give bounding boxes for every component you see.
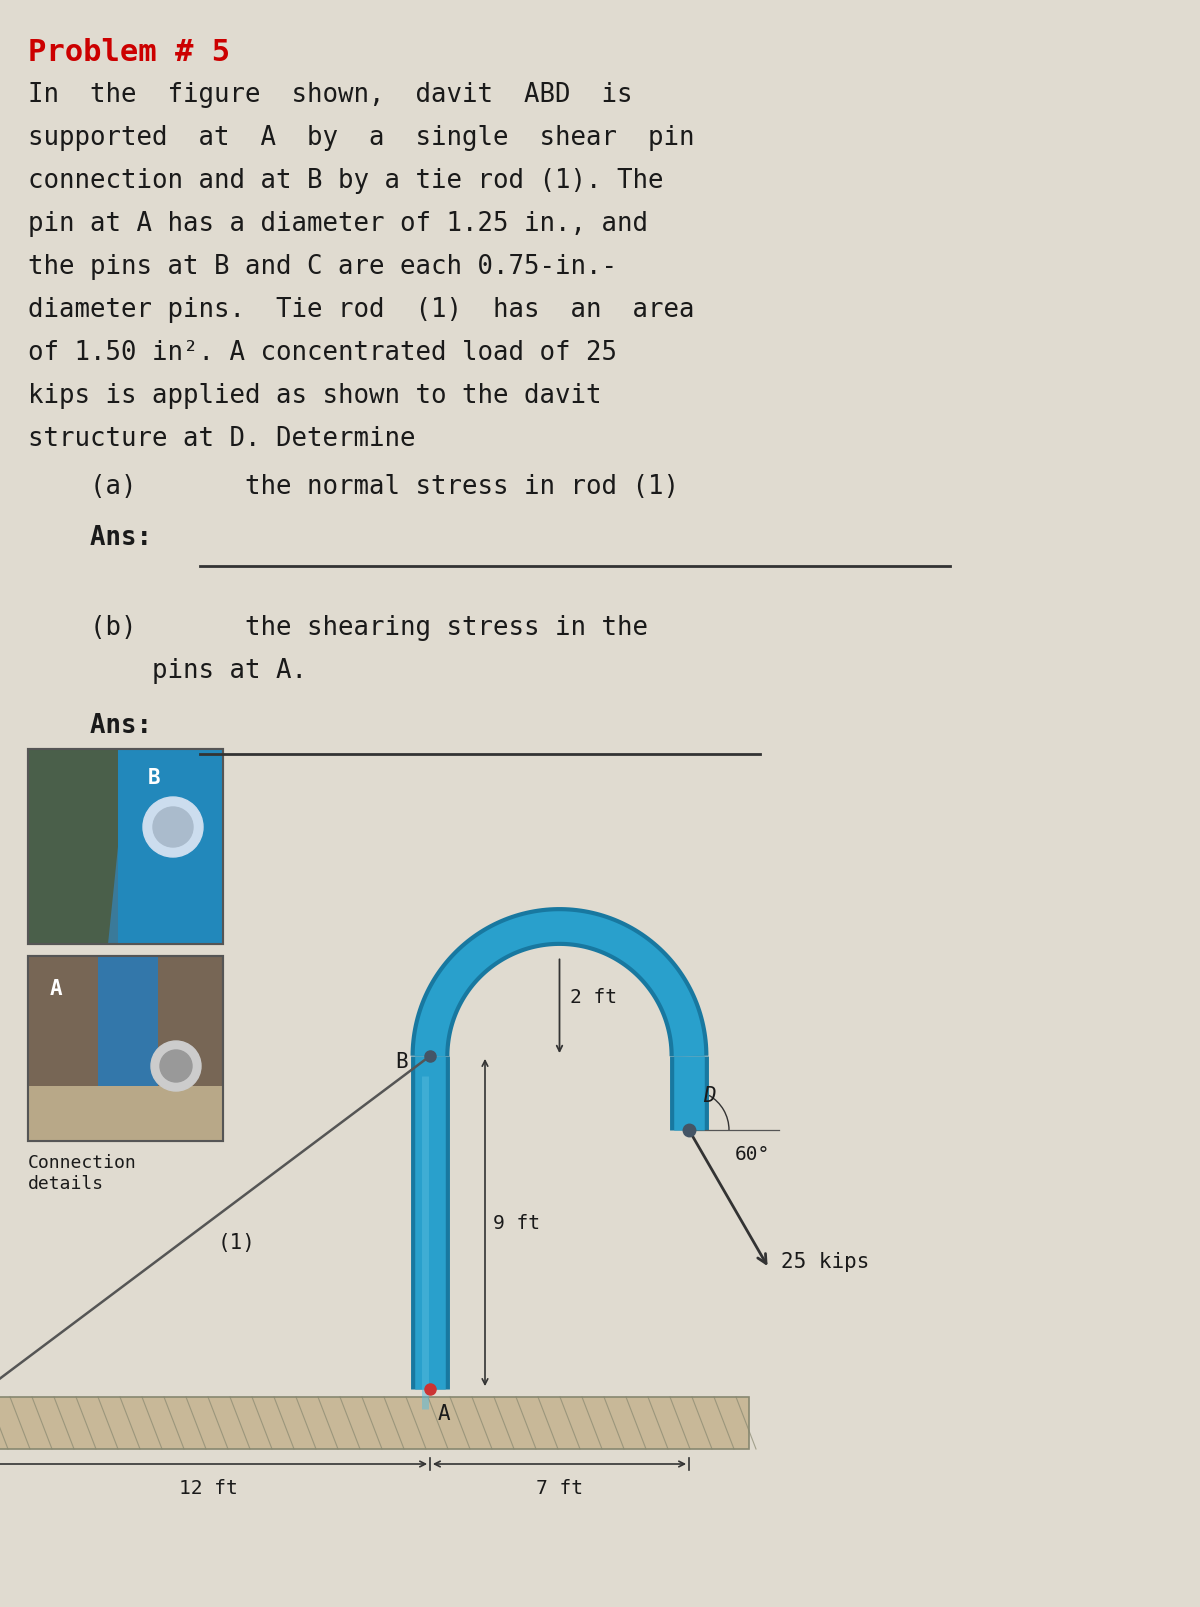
- Text: 60°: 60°: [734, 1144, 770, 1163]
- Text: Connection
details: Connection details: [28, 1154, 137, 1192]
- Polygon shape: [28, 749, 128, 945]
- Text: 12 ft: 12 ft: [179, 1478, 238, 1498]
- Bar: [28, 956, 98, 1141]
- Text: connection and at B by a tie rod (1). The: connection and at B by a tie rod (1). Th…: [28, 167, 664, 194]
- Text: pin at A has a diameter of 1.25 in., and: pin at A has a diameter of 1.25 in., and: [28, 211, 648, 236]
- Text: (1): (1): [218, 1233, 256, 1253]
- Text: pins at A.: pins at A.: [28, 657, 307, 683]
- Text: In  the  figure  shown,  davit  ABD  is: In the figure shown, davit ABD is: [28, 82, 632, 108]
- Text: 25 kips: 25 kips: [781, 1250, 869, 1271]
- Bar: [28, 749, 223, 945]
- Bar: [0, 1396, 749, 1450]
- Bar: [98, 956, 158, 1141]
- Text: 9 ft: 9 ft: [493, 1213, 540, 1233]
- Text: of 1.50 in². A concentrated load of 25: of 1.50 in². A concentrated load of 25: [28, 339, 617, 366]
- Bar: [28, 1086, 223, 1141]
- Text: 2 ft: 2 ft: [570, 987, 617, 1006]
- Text: the pins at B and C are each 0.75-in.-: the pins at B and C are each 0.75-in.-: [28, 254, 617, 280]
- Text: Ans:: Ans:: [28, 524, 152, 551]
- Circle shape: [151, 1041, 202, 1091]
- Text: (b)       the shearing stress in the: (b) the shearing stress in the: [28, 614, 648, 641]
- Text: Ans:: Ans:: [28, 712, 152, 739]
- Bar: [118, 749, 223, 945]
- Bar: [28, 956, 223, 1141]
- Text: D: D: [703, 1085, 715, 1106]
- Bar: [28, 749, 223, 945]
- Text: (a)       the normal stress in rod (1): (a) the normal stress in rod (1): [28, 474, 679, 500]
- Text: 7 ft: 7 ft: [536, 1478, 583, 1498]
- Text: kips is applied as shown to the davit: kips is applied as shown to the davit: [28, 382, 601, 408]
- Text: Problem # 5: Problem # 5: [28, 39, 230, 67]
- Text: B: B: [395, 1051, 408, 1072]
- Text: diameter pins.  Tie rod  (1)  has  an  area: diameter pins. Tie rod (1) has an area: [28, 297, 695, 323]
- Text: A: A: [438, 1403, 451, 1424]
- Circle shape: [160, 1051, 192, 1083]
- Text: B: B: [148, 768, 161, 787]
- Circle shape: [154, 807, 193, 847]
- Text: structure at D. Determine: structure at D. Determine: [28, 426, 415, 452]
- Text: supported  at  A  by  a  single  shear  pin: supported at A by a single shear pin: [28, 125, 695, 151]
- Text: A: A: [50, 979, 62, 998]
- Bar: [28, 956, 223, 1141]
- Circle shape: [143, 797, 203, 858]
